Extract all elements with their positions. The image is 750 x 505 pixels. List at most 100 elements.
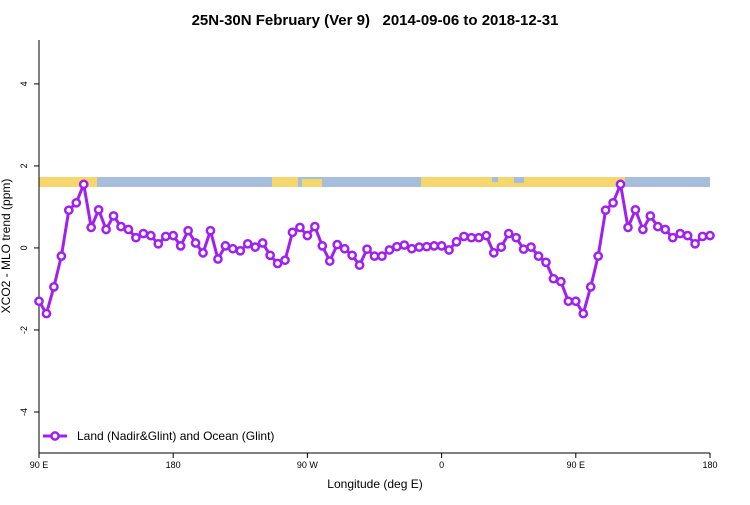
data-point: [198, 248, 208, 258]
data-point: [414, 242, 425, 252]
data-point: [556, 276, 566, 287]
x-tick-label: 180: [166, 460, 181, 470]
data-point: [675, 228, 686, 239]
data-point: [638, 224, 648, 235]
data-point: [503, 228, 514, 239]
chart-title: 25N-30N February (Ver 9) 2014-09-06 to 2…: [192, 12, 559, 29]
data-point: [235, 245, 246, 256]
ocean-band: [492, 177, 498, 182]
data-point: [682, 230, 693, 241]
legend-label: Land (Nadir&Glint) and Ocean (Glint): [77, 429, 274, 443]
ocean-band: [39, 177, 710, 187]
data-point: [369, 251, 380, 261]
data-point: [436, 241, 447, 251]
data-point: [608, 197, 618, 208]
data-point: [593, 251, 604, 261]
data-point: [518, 244, 529, 255]
y-tick-label: 4: [19, 81, 29, 86]
data-point: [421, 241, 432, 252]
data-point: [190, 238, 201, 248]
data-point: [205, 225, 216, 236]
data-point: [34, 296, 44, 307]
x-axis-title: Longitude (deg E): [327, 477, 422, 491]
y-tick-label: -2: [19, 326, 29, 334]
data-point: [175, 241, 186, 251]
y-tick-label: 2: [19, 163, 29, 168]
legend-marker: [50, 431, 60, 441]
data-point: [600, 205, 611, 216]
data-point: [585, 282, 596, 292]
x-tick-label: 180: [702, 460, 717, 470]
data-point: [511, 232, 522, 243]
data-point: [615, 179, 626, 190]
data-point: [429, 241, 439, 251]
data-point: [295, 222, 305, 233]
data-point: [56, 251, 67, 261]
ocean-band: [514, 177, 524, 183]
data-point: [183, 225, 193, 236]
data-point: [108, 211, 119, 221]
data-point: [265, 250, 275, 261]
data-point: [272, 258, 283, 269]
data-point: [227, 243, 238, 254]
data-point: [705, 230, 715, 241]
data-point: [310, 221, 320, 232]
data-point: [49, 282, 59, 292]
x-tick-label: 90 E: [30, 460, 49, 470]
data-point: [213, 254, 223, 264]
data-point: [541, 257, 551, 268]
data-point: [242, 238, 253, 249]
data-point: [399, 240, 410, 250]
data-point: [697, 231, 708, 242]
data-point: [406, 243, 417, 254]
data-point: [630, 204, 641, 215]
y-tick-label: -4: [19, 408, 29, 416]
data-point: [86, 222, 97, 233]
data-point: [41, 308, 52, 319]
data-point: [548, 273, 559, 284]
data-point: [324, 256, 335, 266]
data-point: [488, 248, 499, 258]
data-point: [145, 230, 156, 241]
data-point: [392, 241, 402, 252]
data-point: [526, 242, 536, 252]
data-point: [645, 211, 656, 221]
data-point: [660, 224, 671, 235]
x-tick-label: 90 E: [567, 460, 586, 470]
land-band: [39, 177, 97, 187]
data-point: [474, 232, 484, 243]
data-point: [63, 205, 74, 216]
data-point: [71, 197, 82, 208]
data-point: [287, 227, 298, 238]
data-point: [690, 238, 700, 249]
data-point: [317, 241, 328, 251]
data-point: [78, 179, 89, 190]
land-band: [272, 177, 298, 187]
data-point: [116, 221, 126, 232]
data-point: [578, 308, 589, 319]
land-ocean-strip: [39, 177, 710, 187]
data-point: [667, 232, 678, 243]
data-point: [451, 236, 462, 247]
data-point: [466, 232, 477, 243]
data-point: [220, 241, 231, 251]
data-point: [339, 243, 350, 254]
data-point: [533, 251, 544, 261]
data-point: [496, 242, 507, 252]
data-point: [377, 251, 387, 261]
data-point: [384, 245, 395, 255]
land-band: [302, 179, 322, 187]
data-point: [623, 222, 633, 233]
y-tick-label: 0: [19, 245, 29, 250]
data-point: [332, 239, 343, 250]
data-point: [652, 221, 663, 232]
data-point: [153, 238, 164, 249]
data-point: [93, 204, 104, 215]
data-point: [570, 296, 581, 307]
y-axis-title: XCO2 - MLO trend (ppm): [0, 179, 13, 314]
data-point: [362, 244, 372, 255]
data-point: [280, 255, 290, 266]
data-point: [160, 231, 171, 242]
data-point: [302, 230, 313, 241]
